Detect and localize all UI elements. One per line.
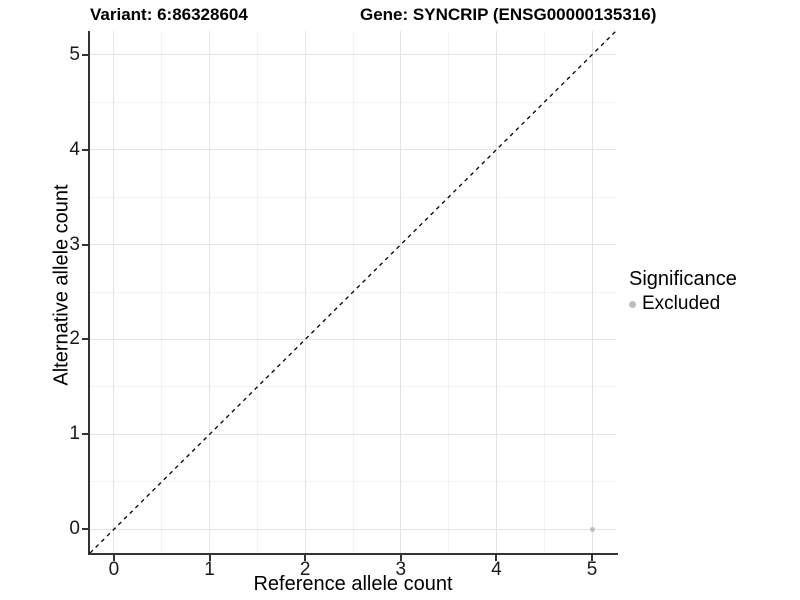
x-gridline-major bbox=[591, 31, 593, 553]
x-tick-mark bbox=[208, 555, 211, 561]
legend-title: Significance bbox=[629, 268, 737, 290]
legend: Significance Excluded bbox=[629, 267, 737, 315]
x-gridline-major bbox=[400, 31, 402, 553]
variant-title: Variant: 6:86328604 bbox=[90, 5, 248, 24]
legend-entries: Excluded bbox=[629, 293, 737, 315]
x-gridline-major bbox=[304, 31, 306, 553]
x-tick-label: 4 bbox=[491, 559, 502, 580]
x-gridline-major bbox=[209, 31, 211, 553]
y-tick-label: 3 bbox=[69, 233, 80, 255]
y-tick-mark bbox=[82, 433, 88, 436]
legend-entry-label: Excluded bbox=[642, 293, 721, 314]
y-gridline-major bbox=[90, 338, 616, 340]
y-gridline-major bbox=[90, 433, 616, 435]
legend-key-dot bbox=[629, 300, 636, 308]
y-gridline-major bbox=[90, 149, 616, 151]
y-gridline-minor bbox=[90, 196, 616, 198]
x-tick-mark bbox=[304, 555, 307, 561]
y-gridline-major bbox=[90, 54, 616, 56]
x-gridline-major bbox=[495, 31, 497, 553]
x-gridline-major bbox=[113, 31, 115, 553]
y-gridline-minor bbox=[90, 386, 616, 388]
y-tick-mark bbox=[82, 148, 88, 151]
y-tick-label: 0 bbox=[69, 518, 80, 540]
y-gridline-minor bbox=[90, 101, 616, 103]
y-tick-label: 1 bbox=[69, 423, 80, 445]
y-gridline-major bbox=[90, 528, 616, 530]
y-tick-label: 2 bbox=[69, 328, 80, 350]
x-tick-mark bbox=[112, 555, 115, 561]
y-tick-mark bbox=[82, 53, 88, 56]
y-axis-line bbox=[88, 31, 90, 555]
x-tick-label: 2 bbox=[299, 559, 311, 580]
y-tick-mark bbox=[82, 243, 88, 246]
x-axis-line bbox=[88, 553, 618, 555]
legend-entry: Excluded bbox=[629, 293, 737, 315]
y-tick-mark bbox=[82, 338, 88, 341]
x-tick-label: 0 bbox=[108, 559, 120, 580]
x-tick-mark bbox=[591, 555, 594, 561]
x-tick-label: 3 bbox=[395, 559, 407, 580]
x-tick-label: 5 bbox=[586, 559, 598, 580]
x-tick-mark bbox=[399, 555, 402, 561]
y-tick-label: 4 bbox=[69, 138, 80, 160]
y-tick-mark bbox=[82, 528, 88, 531]
plot-panel bbox=[90, 31, 616, 553]
y-gridline-major bbox=[90, 244, 616, 246]
gene-title: Gene: SYNCRIP (ENSG00000135316) bbox=[360, 5, 657, 24]
data-point bbox=[589, 526, 595, 532]
identity-line bbox=[90, 31, 616, 553]
x-axis-label: Reference allele count bbox=[253, 573, 453, 595]
y-axis-label: Alternative allele count bbox=[50, 184, 73, 386]
x-tick-mark bbox=[495, 555, 498, 561]
y-gridline-minor bbox=[90, 481, 616, 483]
y-tick-label: 5 bbox=[69, 43, 80, 65]
x-tick-label: 1 bbox=[204, 559, 215, 580]
